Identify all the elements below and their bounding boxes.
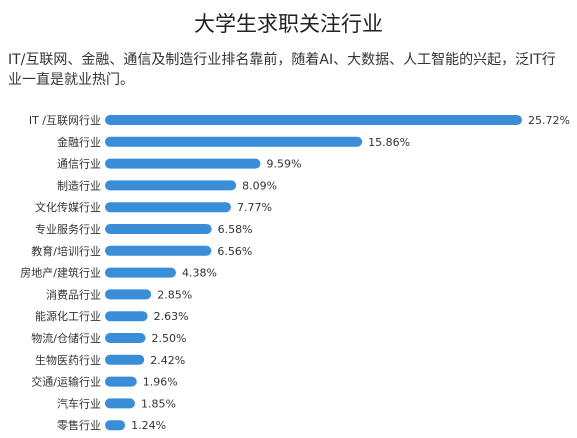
bar — [105, 202, 231, 213]
value-label: 1.24% — [131, 419, 166, 432]
value-label: 6.56% — [217, 245, 252, 258]
category-label: 交通/运输行业 — [31, 375, 101, 389]
value-label: 1.85% — [141, 397, 176, 410]
value-label: 9.59% — [266, 158, 301, 171]
value-label: 6.58% — [218, 223, 253, 236]
bar — [105, 136, 363, 147]
category-label: 零售行业 — [57, 418, 101, 432]
category-label: 消费品行业 — [46, 287, 101, 301]
category-label: 教育/培训行业 — [31, 244, 101, 258]
bar — [105, 289, 152, 300]
category-label: 汽车行业 — [57, 396, 101, 410]
value-label: 8.09% — [242, 179, 277, 192]
bar — [105, 376, 137, 387]
value-label: 2.50% — [152, 332, 187, 345]
bar — [105, 333, 146, 343]
bar — [105, 158, 261, 169]
value-label: 1.96% — [143, 376, 178, 389]
bar — [105, 245, 212, 256]
bar — [105, 115, 522, 125]
category-label: 通信行业 — [57, 158, 101, 171]
category-label: 能源化工行业 — [35, 309, 101, 323]
chart-title: 大学生求职关注行业 — [194, 12, 383, 36]
category-label: IT /互联网行业 — [29, 114, 101, 127]
value-label: 4.38% — [182, 267, 217, 280]
bars-layer: IT /互联网行业 25.72% 金融行业 15.86% 通信行业 9.59% 制造行业 8.… — [20, 114, 570, 432]
value-label: 2.63% — [154, 310, 189, 323]
bar — [105, 267, 177, 278]
category-label: 物流/仓储行业 — [31, 331, 101, 345]
value-label: 15.86% — [368, 136, 410, 149]
category-label: 金融行业 — [57, 135, 101, 149]
category-label: 房地产/建筑行业 — [20, 266, 101, 280]
chart-subtitle: IT/互联网、金融、通信及制造行业排名靠前，随着AI、大数据、人工智能的兴起，泛… — [8, 52, 556, 88]
bar — [105, 180, 237, 191]
value-label: 7.77% — [237, 201, 272, 214]
bar — [105, 311, 148, 322]
value-label: 25.72% — [528, 114, 570, 127]
bar — [105, 420, 126, 431]
bar — [105, 224, 212, 234]
bar — [105, 354, 145, 365]
bar — [105, 398, 135, 409]
category-label: 生物医药行业 — [35, 353, 101, 367]
category-label: 文化传媒行业 — [35, 200, 101, 214]
category-label: 制造行业 — [57, 178, 101, 192]
value-label: 2.42% — [150, 354, 185, 367]
value-label: 2.85% — [157, 288, 192, 301]
category-label: 专业服务行业 — [35, 222, 101, 236]
